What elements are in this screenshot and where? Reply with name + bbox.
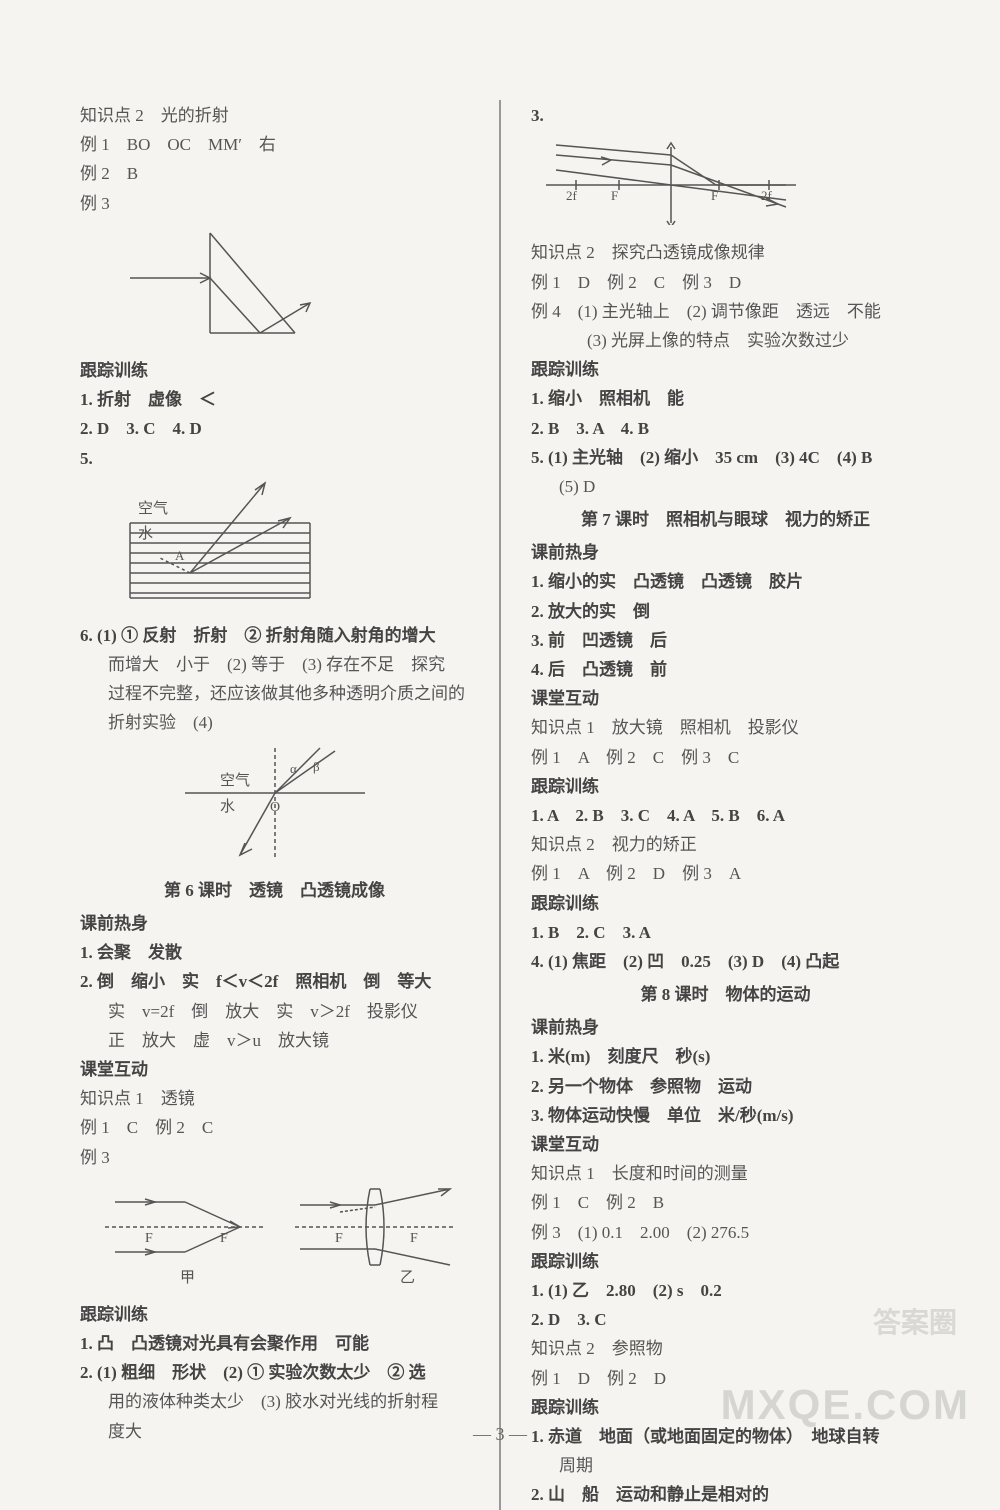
answer-line: 2. 倒 缩小 实 f＜v＜2f 照相机 倒 等大 bbox=[80, 968, 469, 995]
track-heading: 跟踪训练 bbox=[531, 1248, 920, 1275]
svg-text:2f: 2f bbox=[761, 188, 773, 203]
answer-line: 6. (1) ① 反射 折射 ② 折射角随入射角的增大 bbox=[80, 622, 469, 649]
svg-text:F: F bbox=[711, 188, 718, 203]
lens-label-jia: 甲 bbox=[180, 1270, 195, 1286]
example-line: 例 1 C 例 2 B bbox=[531, 1189, 920, 1216]
svg-text:α: α bbox=[290, 761, 297, 776]
svg-text:A: A bbox=[175, 548, 185, 563]
answer-line: 5. (1) 主光轴 (2) 缩小 35 cm (3) 4C (4) B bbox=[531, 444, 920, 471]
example-line: 例 3 bbox=[80, 190, 469, 217]
track-heading: 跟踪训练 bbox=[531, 890, 920, 917]
prism-diagram bbox=[120, 223, 469, 351]
answer-line: 1. 凸 凸透镜对光具有会聚作用 可能 bbox=[80, 1330, 469, 1357]
convex-lens-diagram: 2f F F 2f bbox=[541, 135, 920, 233]
example-line: 例 1 BO OC MM′ 右 bbox=[80, 131, 469, 158]
left-column: 知识点 2 光的折射 例 1 BO OC MM′ 右 例 2 B 例 3 跟踪训… bbox=[80, 100, 469, 1510]
interact-heading: 课堂互动 bbox=[531, 1131, 920, 1158]
example-line: 例 1 D 例 2 C 例 3 D bbox=[531, 269, 920, 296]
example-line: 例 2 B bbox=[80, 160, 469, 187]
answer-line: (5) D bbox=[531, 473, 920, 500]
kp-title: 知识点 2 视力的矫正 bbox=[531, 831, 920, 858]
answer-line: 2. 另一个物体 参照物 运动 bbox=[531, 1073, 920, 1100]
answer-line: 2. 放大的实 倒 bbox=[531, 598, 920, 625]
answer-line: 2. D 3. C 4. D bbox=[80, 415, 469, 442]
kp-title: 知识点 2 探究凸透镜成像规律 bbox=[531, 239, 920, 266]
example-line: 例 1 A 例 2 D 例 3 A bbox=[531, 860, 920, 887]
kp-title: 知识点 1 长度和时间的测量 bbox=[531, 1160, 920, 1187]
answer-line: 用的液体种类太少 (3) 胶水对光线的折射程 bbox=[80, 1388, 469, 1415]
air-label: 空气 bbox=[220, 772, 250, 789]
lesson-title: 第 6 课时 透镜 凸透镜成像 bbox=[80, 877, 469, 904]
page-content: 知识点 2 光的折射 例 1 BO OC MM′ 右 例 2 B 例 3 跟踪训… bbox=[80, 100, 920, 1510]
svg-text:O: O bbox=[270, 800, 280, 815]
answer-line: 3. 物体运动快慢 单位 米/秒(m/s) bbox=[531, 1102, 920, 1129]
svg-text:F: F bbox=[145, 1231, 153, 1246]
watermark-text: MXQE.COM bbox=[721, 1381, 970, 1429]
kp-title: 知识点 2 参照物 bbox=[531, 1335, 920, 1362]
svg-text:F: F bbox=[220, 1231, 228, 1246]
kp-title: 知识点 1 透镜 bbox=[80, 1085, 469, 1112]
lesson-title: 第 8 课时 物体的运动 bbox=[531, 981, 920, 1008]
water-label: 水 bbox=[138, 525, 153, 542]
kp-title: 知识点 2 光的折射 bbox=[80, 102, 469, 129]
svg-text:F: F bbox=[410, 1231, 418, 1246]
example-line: 例 1 A 例 2 C 例 3 C bbox=[531, 744, 920, 771]
svg-text:β: β bbox=[313, 759, 320, 774]
svg-text:F: F bbox=[611, 188, 618, 203]
answer-line: 1. 缩小的实 凸透镜 凸透镜 胶片 bbox=[531, 568, 920, 595]
answer-line: 4. (1) 焦距 (2) 凹 0.25 (3) D (4) 凸起 bbox=[531, 948, 920, 975]
answer-line: 2. B 3. A 4. B bbox=[531, 415, 920, 442]
answer-line: 1. (1) 乙 2.80 (2) s 0.2 bbox=[531, 1277, 920, 1304]
answer-line: 1. 米(m) 刻度尺 秒(s) bbox=[531, 1043, 920, 1070]
track-heading: 跟踪训练 bbox=[80, 357, 469, 384]
answer-line: 1. A 2. B 3. C 4. A 5. B 6. A bbox=[531, 802, 920, 829]
answer-line: 1. 会聚 发散 bbox=[80, 939, 469, 966]
water-label: 水 bbox=[220, 798, 235, 815]
answer-line: 1. B 2. C 3. A bbox=[531, 919, 920, 946]
column-divider bbox=[499, 100, 501, 1510]
lesson-title: 第 7 课时 照相机与眼球 视力的矫正 bbox=[531, 506, 920, 533]
lens-diagrams: F F 甲 F F 乙 bbox=[100, 1177, 469, 1295]
kp-title: 知识点 1 放大镜 照相机 投影仪 bbox=[531, 714, 920, 741]
answer-line: 周期 bbox=[531, 1452, 920, 1479]
example-line: 例 3 (1) 0.1 2.00 (2) 276.5 bbox=[531, 1219, 920, 1246]
answer-line: 2. 山 船 运动和静止是相对的 bbox=[531, 1481, 920, 1508]
preheat-heading: 课前热身 bbox=[80, 910, 469, 937]
water-refraction-diagram: 空气 水 A bbox=[120, 478, 469, 616]
answer-line: 3. 前 凹透镜 后 bbox=[531, 627, 920, 654]
answer-line: 4. 后 凸透镜 前 bbox=[531, 656, 920, 683]
answer-line: 5. bbox=[80, 445, 469, 472]
preheat-heading: 课前热身 bbox=[531, 539, 920, 566]
lens-label-yi: 乙 bbox=[400, 1270, 415, 1286]
watermark-badge: 答案圈 bbox=[870, 1279, 960, 1369]
answer-line: 实 v=2f 倒 放大 实 v＞2f 投影仪 bbox=[80, 998, 469, 1025]
air-label: 空气 bbox=[138, 500, 168, 517]
answer-line: 3. bbox=[531, 102, 920, 129]
refraction-angle-diagram: 空气 水 O α β bbox=[80, 743, 469, 871]
track-heading: 跟踪训练 bbox=[531, 356, 920, 383]
example-line: 例 1 C 例 2 C bbox=[80, 1114, 469, 1141]
track-heading: 跟踪训练 bbox=[80, 1301, 469, 1328]
answer-line: 2. (1) 粗细 形状 (2) ① 实验次数太少 ② 选 bbox=[80, 1359, 469, 1386]
interact-heading: 课堂互动 bbox=[80, 1056, 469, 1083]
preheat-heading: 课前热身 bbox=[531, 1014, 920, 1041]
answer-line: 折射实验 (4) bbox=[80, 709, 469, 736]
answer-line: 1. 缩小 照相机 能 bbox=[531, 385, 920, 412]
interact-heading: 课堂互动 bbox=[531, 685, 920, 712]
track-heading: 跟踪训练 bbox=[531, 773, 920, 800]
answer-line: 过程不完整，还应该做其他多种透明介质之间的 bbox=[80, 680, 469, 707]
example-line: (3) 光屏上像的特点 实验次数过少 bbox=[531, 327, 920, 354]
svg-text:F: F bbox=[335, 1231, 343, 1246]
example-line: 例 3 bbox=[80, 1144, 469, 1171]
example-line: 例 4 (1) 主光轴上 (2) 调节像距 透远 不能 bbox=[531, 298, 920, 325]
answer-line: 而增大 小于 (2) 等于 (3) 存在不足 探究 bbox=[80, 651, 469, 678]
right-column: 3. 2f F F 2f bbox=[531, 100, 920, 1510]
answer-line: 正 放大 虚 v＞u 放大镜 bbox=[80, 1027, 469, 1054]
answer-line: 1. 折射 虚像 ＜ bbox=[80, 386, 469, 413]
answer-line: 2. D 3. C bbox=[531, 1306, 920, 1333]
svg-text:2f: 2f bbox=[566, 188, 578, 203]
